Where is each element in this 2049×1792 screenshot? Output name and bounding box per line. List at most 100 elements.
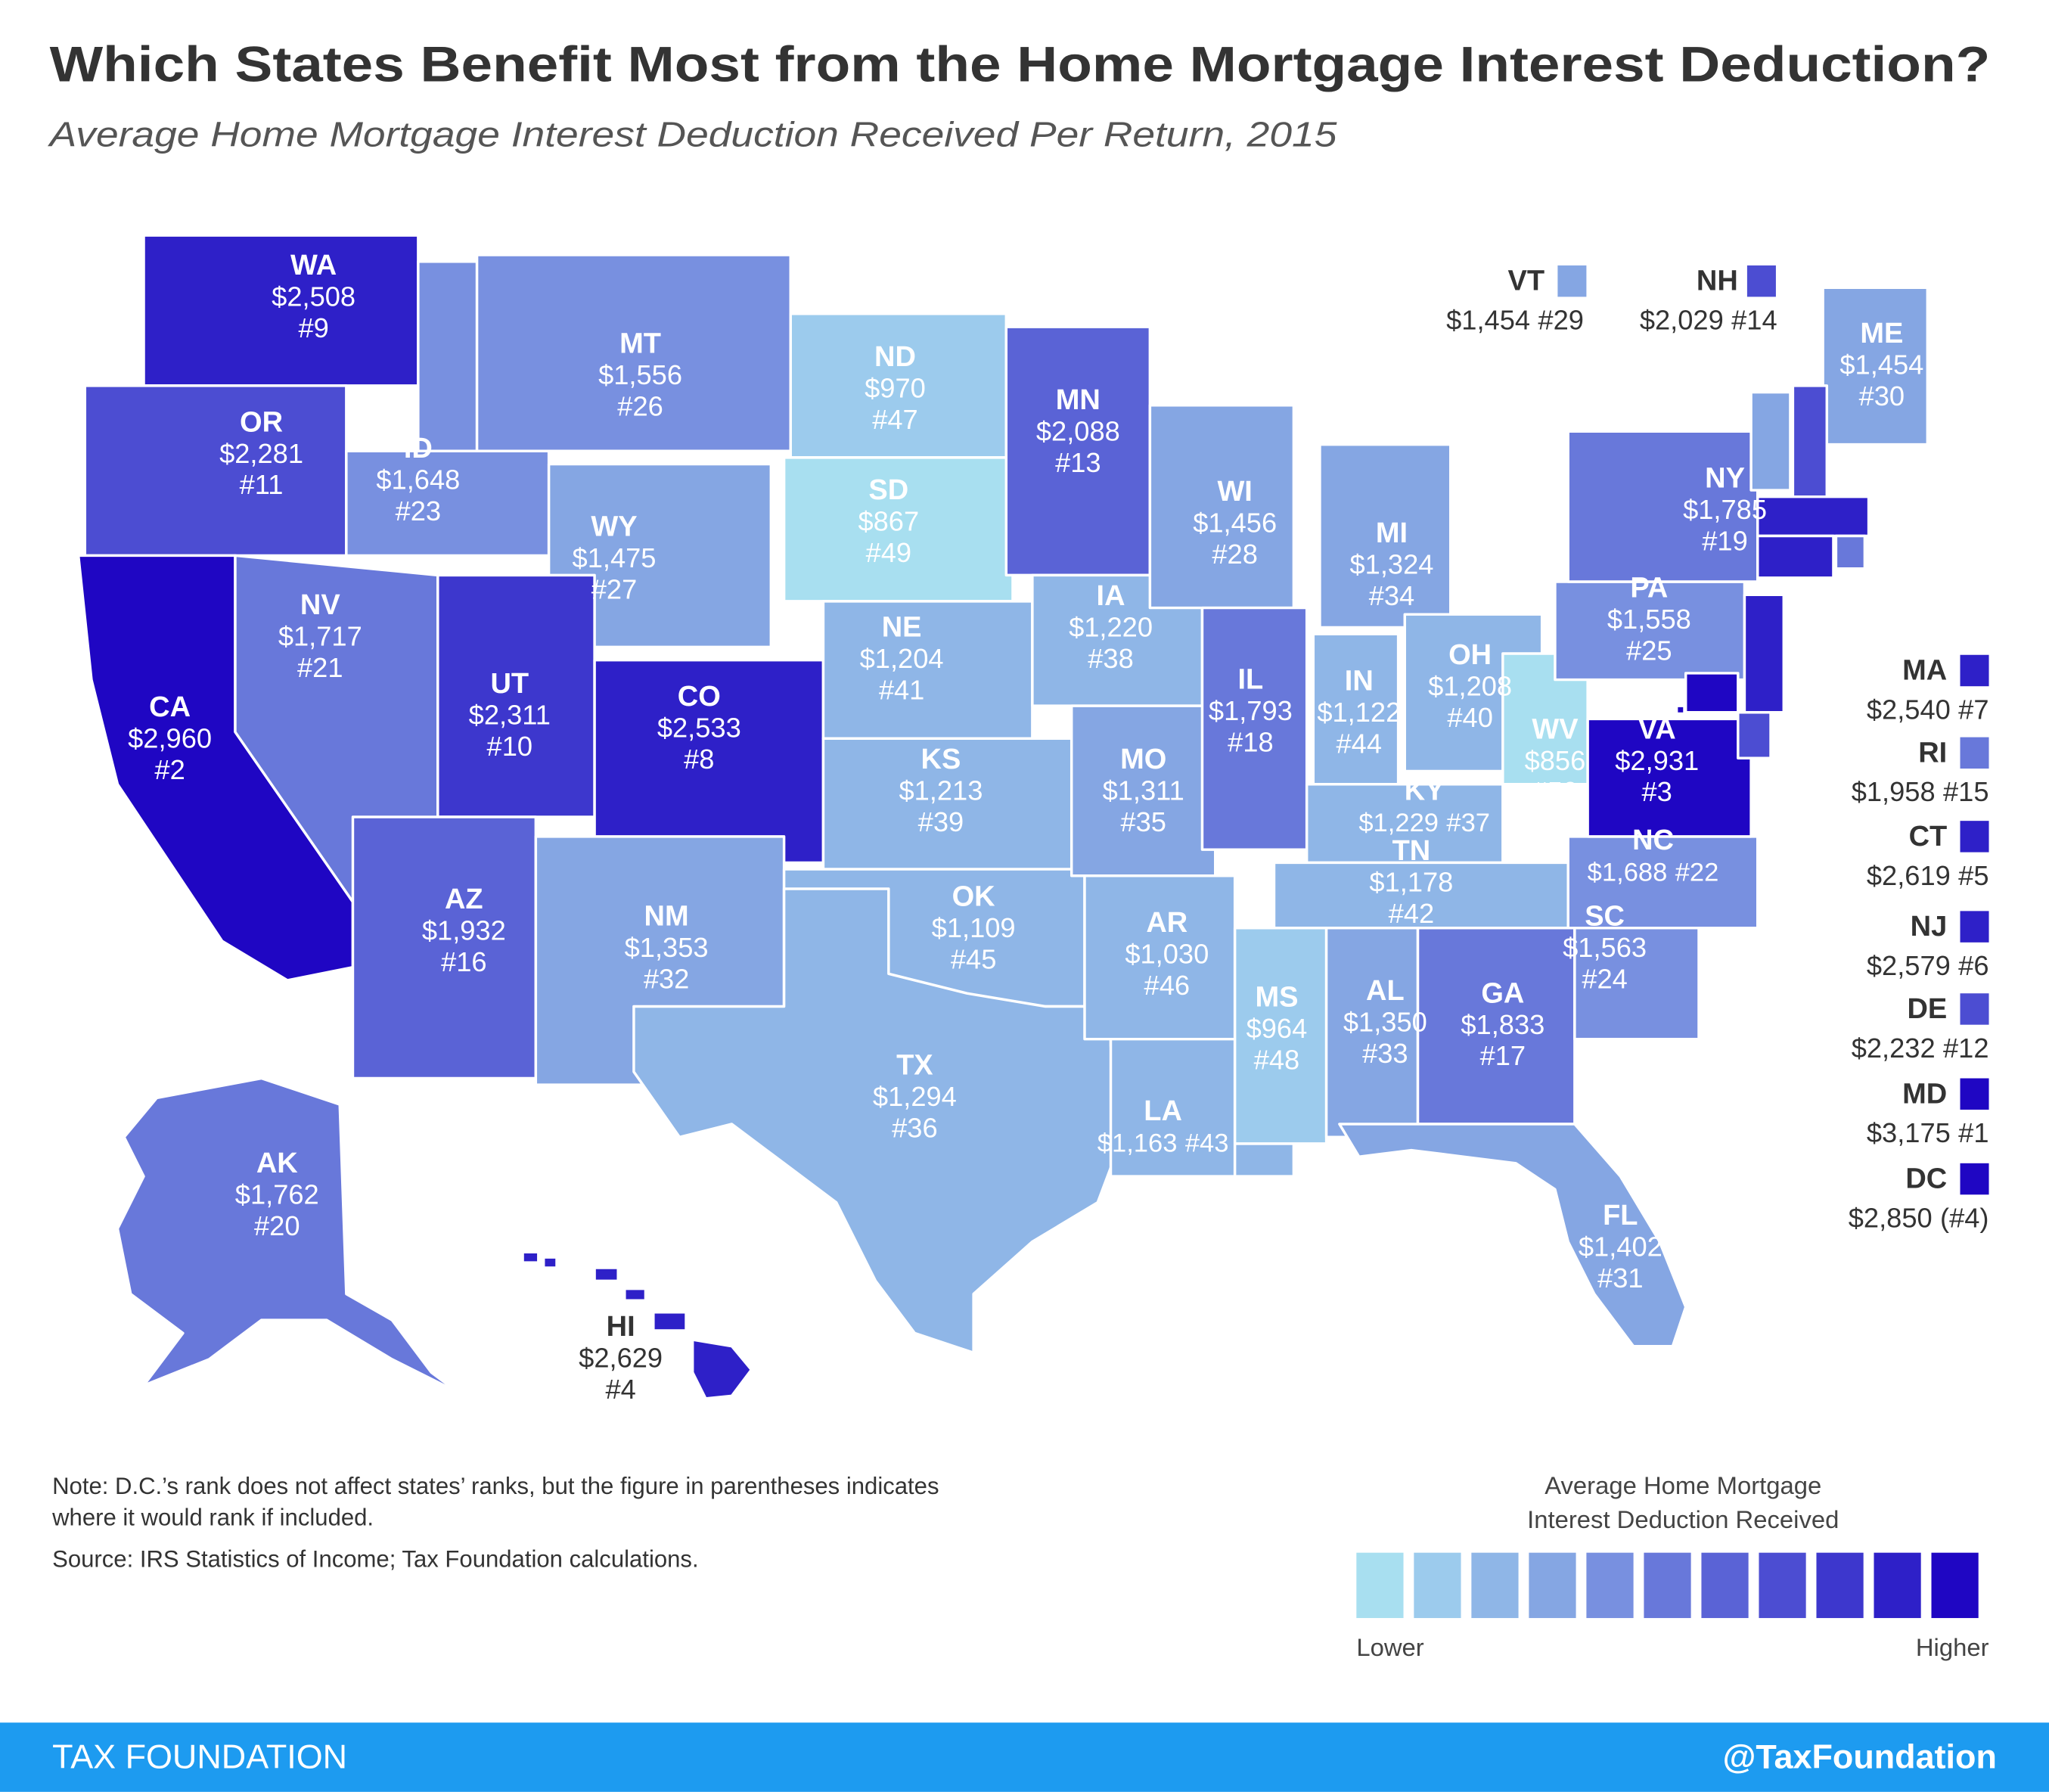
state-value: $2,029	[1640, 305, 1724, 336]
state-value: $970	[865, 372, 926, 403]
state-abbr: UT	[490, 668, 529, 700]
state-swatch	[1960, 1163, 1989, 1195]
state-value: $867	[858, 506, 919, 537]
state-rank: #42	[1389, 898, 1435, 929]
state-value: $1,454	[1839, 349, 1923, 380]
state-value: $2,629	[579, 1342, 663, 1373]
state-value: $1,563	[1563, 932, 1647, 963]
state-rank: #41	[879, 674, 925, 705]
state-rank: #2	[154, 754, 185, 785]
state-rank: #28	[1212, 539, 1258, 570]
state-value: $3,175	[1867, 1117, 1951, 1148]
legend-title: Interest Deduction Received	[1527, 1505, 1839, 1533]
state-abbr: LA	[1144, 1095, 1182, 1127]
subtitle: Average Home Mortgage Interest Deduction…	[47, 115, 1337, 154]
state-value: $1,109	[932, 912, 1016, 943]
state-rank: #10	[487, 731, 533, 762]
state-rank: #15	[1943, 776, 1989, 807]
state-rank: #29	[1538, 305, 1584, 336]
state-value: $2,088	[1036, 415, 1120, 446]
state-abbr: MN	[1056, 384, 1101, 416]
legend-swatch	[1816, 1552, 1864, 1619]
state-value: $1,122	[1317, 697, 1401, 728]
state-shape	[632, 887, 1119, 1355]
state-value-rank: $3,175 #1	[1867, 1117, 1989, 1148]
state-value: $1,208	[1428, 670, 1512, 701]
state-value: $1,833	[1461, 1009, 1545, 1040]
state-abbr: ME	[1860, 318, 1903, 349]
state-value: $1,402	[1579, 1231, 1662, 1262]
state-abbr: SC	[1585, 900, 1625, 932]
state-rank: #21	[297, 652, 343, 683]
state-rank: #7	[1958, 694, 1988, 725]
state-value-rank: $1,454 #29	[1446, 305, 1584, 336]
legend-title: Average Home Mortgage	[1545, 1471, 1821, 1499]
footer-brand: TAX FOUNDATION	[52, 1738, 347, 1776]
state-rank: #46	[1144, 970, 1191, 1001]
state-rank: #5	[1958, 860, 1988, 891]
state-abbr: OR	[240, 406, 283, 438]
legend-high: Higher	[1916, 1633, 1989, 1661]
state-rank: #37	[1446, 809, 1490, 837]
state-value-rank: $1,958 #15	[1852, 776, 1989, 807]
legend-swatch	[1586, 1552, 1634, 1619]
state-value-rank: $1,688 #22	[1588, 859, 1719, 887]
state-value-rank: $2,850 (#4)	[1849, 1202, 1989, 1233]
state-shape	[1675, 704, 1686, 716]
state-value: $1,456	[1193, 507, 1277, 538]
state-rank: #48	[1254, 1044, 1300, 1075]
state-rank: #18	[1228, 727, 1274, 758]
state-abbr: AZ	[445, 884, 483, 915]
legend-swatch	[1529, 1552, 1576, 1619]
state-value: $1,311	[1103, 775, 1184, 806]
state-swatch	[1960, 821, 1989, 853]
state-rank: #33	[1362, 1038, 1408, 1069]
legend-swatch	[1701, 1552, 1749, 1619]
state-abbr: IL	[1237, 664, 1263, 696]
state-abbr: ID	[404, 433, 433, 464]
state-rank: #19	[1702, 526, 1748, 557]
state-rank: #25	[1626, 635, 1672, 666]
state-value: $1,353	[625, 932, 709, 963]
state-abbr: VA	[1638, 713, 1676, 745]
state-abbr: WY	[591, 511, 637, 543]
state-swatch	[1960, 993, 1989, 1025]
state-abbr: RI	[1918, 737, 1947, 769]
state-shape	[593, 1266, 619, 1283]
state-value: $1,475	[573, 542, 657, 573]
state-rank: #47	[872, 404, 918, 435]
state-abbr: AR	[1146, 907, 1187, 939]
state-value: $2,931	[1615, 745, 1699, 776]
state-rank: #14	[1731, 305, 1777, 336]
state-abbr: CA	[149, 691, 191, 723]
state-value: $1,204	[860, 643, 944, 674]
state-value-rank: $2,232 #12	[1852, 1033, 1989, 1064]
state-rank: #34	[1369, 580, 1415, 611]
state-abbr: NE	[882, 612, 922, 644]
state-value: $2,232	[1852, 1033, 1936, 1064]
state-rank: #17	[1480, 1040, 1526, 1071]
state-swatch	[1960, 737, 1989, 769]
state-value: $1,648	[376, 464, 460, 495]
state-rank: #1	[1958, 1117, 1988, 1148]
state-value: $2,619	[1867, 860, 1951, 891]
state-value: $1,556	[598, 359, 682, 390]
state-shape	[1566, 430, 1759, 583]
state-rank: #30	[1859, 380, 1905, 412]
legend-swatch	[1471, 1552, 1519, 1619]
state-rank: #16	[441, 946, 487, 977]
state-value-rank: $2,540 #7	[1867, 694, 1989, 725]
state-abbr: MD	[1902, 1078, 1947, 1110]
state-abbr: OH	[1448, 639, 1492, 671]
state-shape	[1586, 717, 1753, 838]
state-shape	[1743, 593, 1786, 714]
state-shape	[652, 1311, 688, 1332]
state-abbr: AK	[256, 1148, 298, 1179]
state-rank: #39	[918, 806, 964, 837]
legend-low: Lower	[1356, 1633, 1423, 1661]
state-value: $2,508	[272, 281, 355, 312]
state-value: $2,850	[1849, 1202, 1933, 1233]
state-abbr: CO	[678, 681, 721, 713]
state-abbr: MT	[619, 328, 661, 360]
